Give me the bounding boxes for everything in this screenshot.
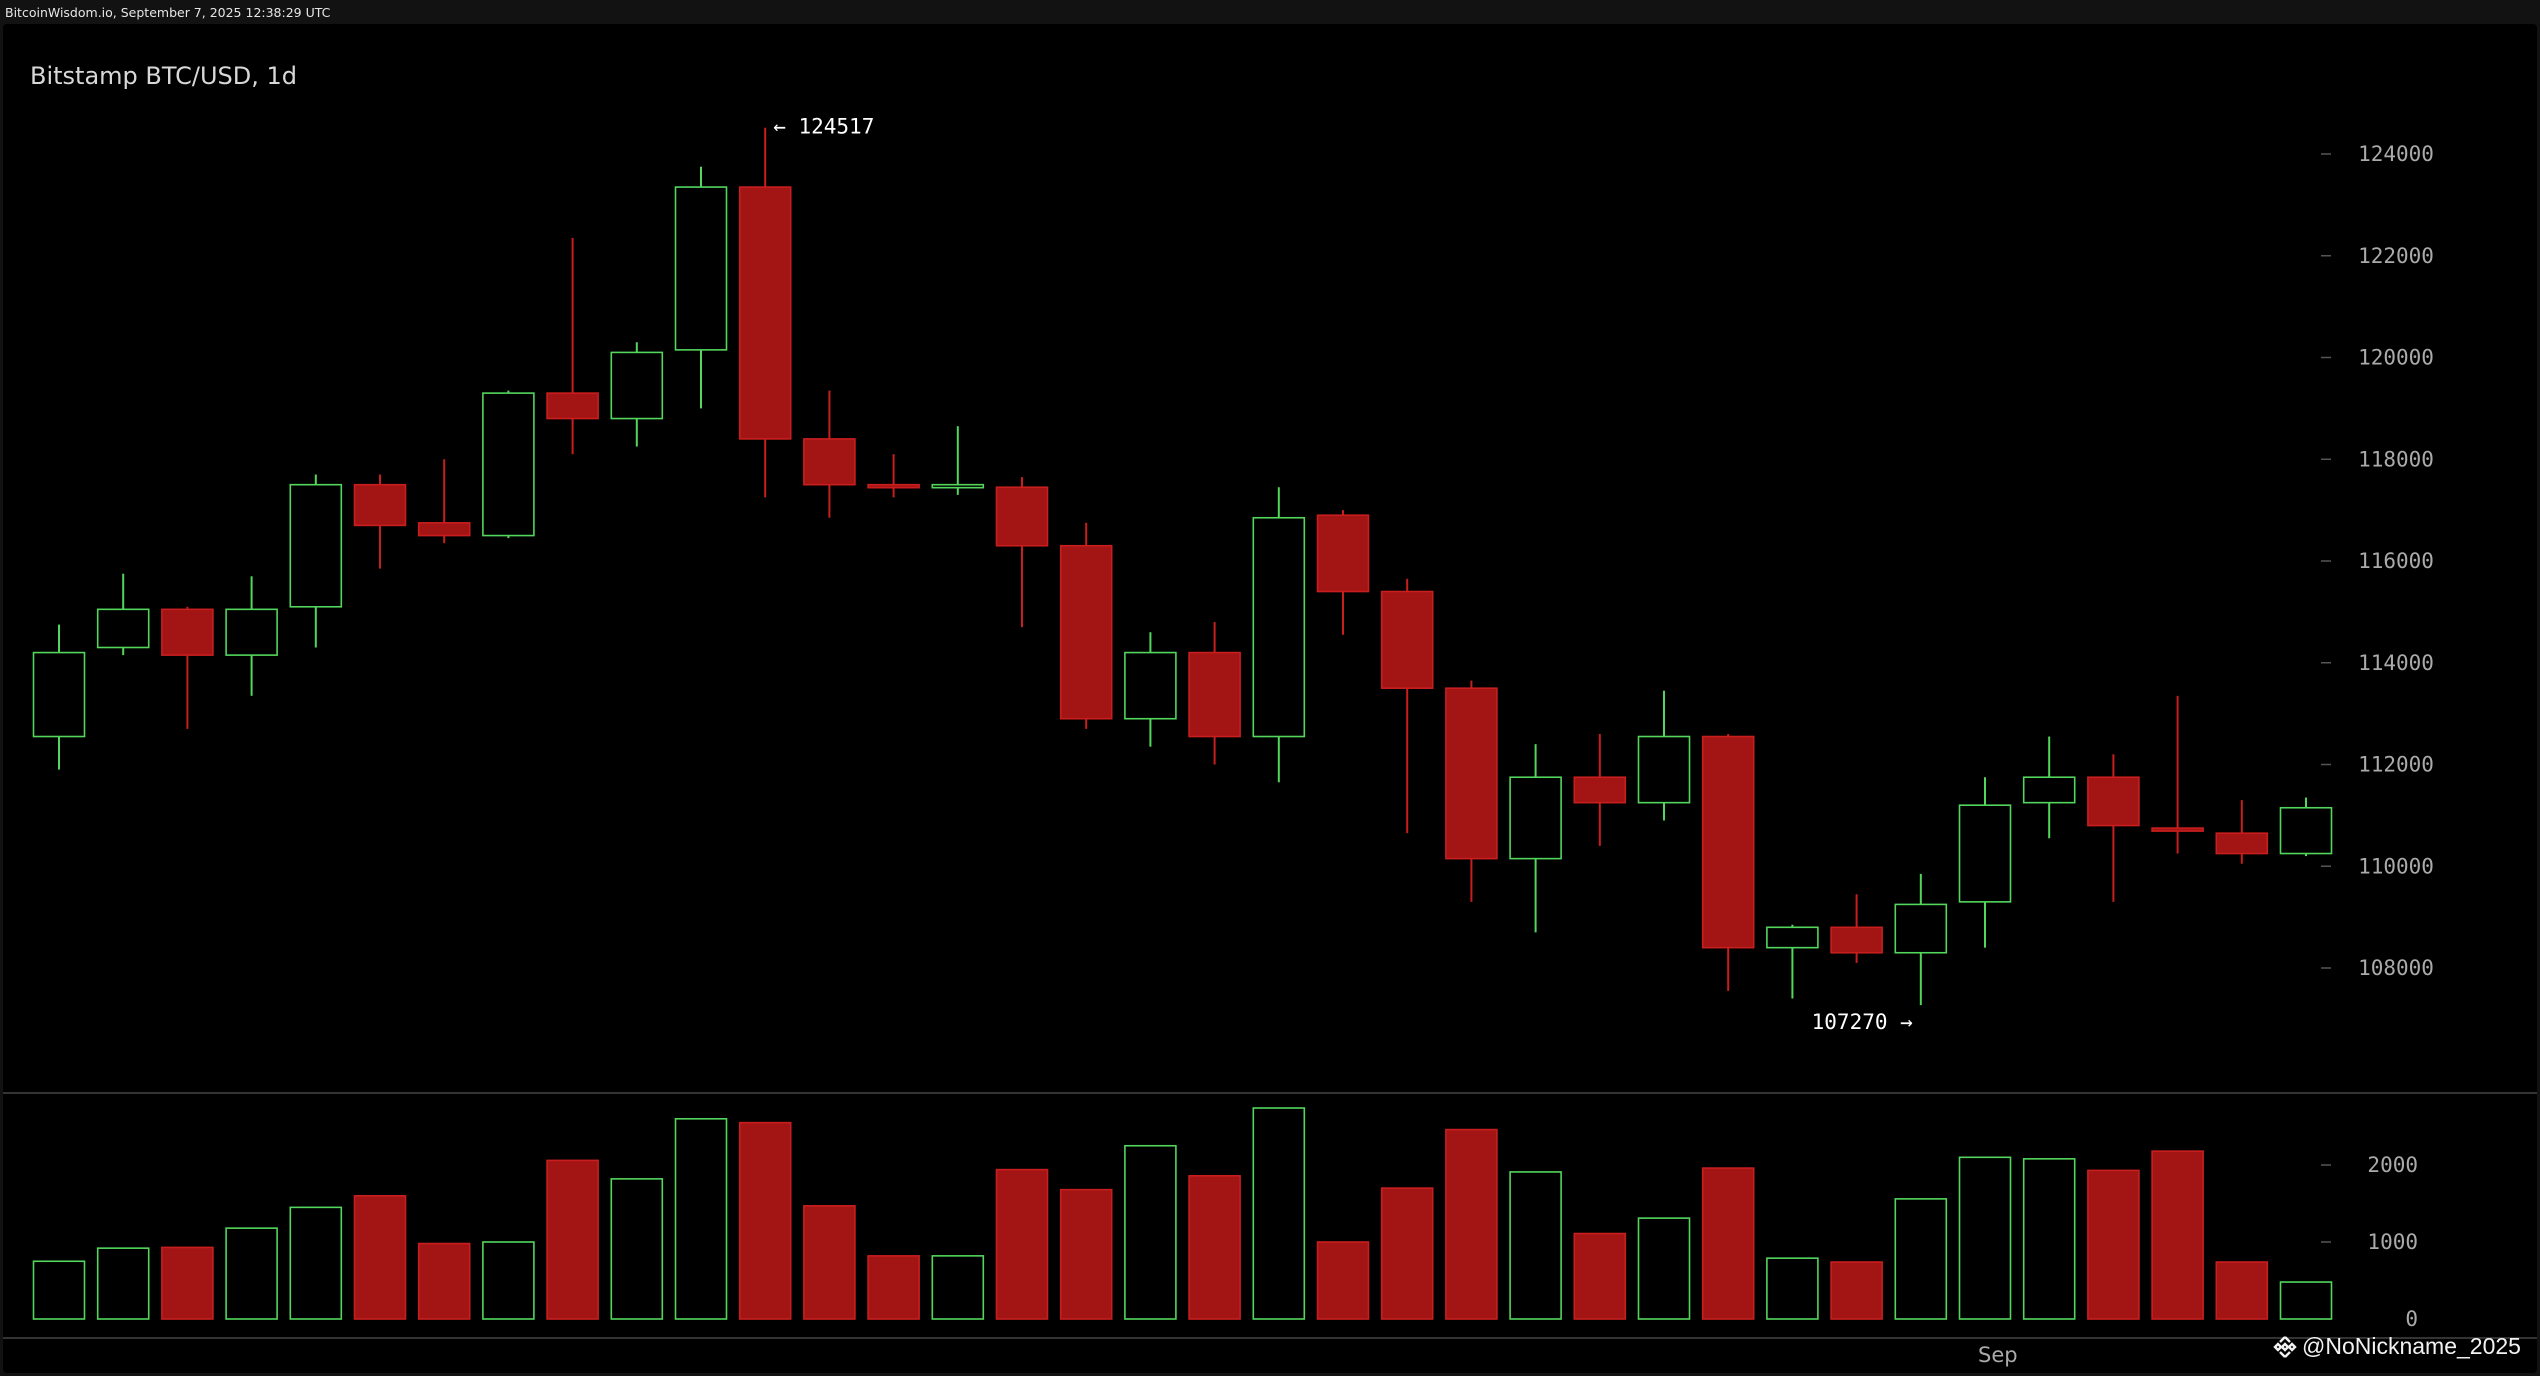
price-tick-label: 110000: [2358, 854, 2434, 878]
volume-bar-down: [1830, 1261, 1883, 1320]
volume-bar-down: [2215, 1261, 2269, 1320]
candle-down: [417, 522, 471, 537]
volume-tick-label: 1000: [2367, 1230, 2418, 1254]
volume-bar-up: [1124, 1144, 1177, 1320]
candle-down: [1445, 687, 1498, 860]
watermark: @NoNickname_2025: [2272, 1333, 2521, 1360]
candle-down: [867, 483, 920, 489]
candle-up: [1958, 804, 2012, 903]
candle-up: [610, 351, 664, 420]
volume-bar-down: [1701, 1167, 1755, 1320]
volume-bar-down: [1445, 1128, 1498, 1320]
volume-bar-up: [931, 1255, 985, 1320]
top-bar: BitcoinWisdom.io, September 7, 2025 12:3…: [0, 0, 2540, 24]
volume-bar-up: [482, 1241, 535, 1320]
volume-bar-down: [803, 1205, 856, 1320]
candle-down: [1059, 544, 1113, 720]
candle-up: [674, 186, 728, 351]
volume-bar-down: [1059, 1188, 1113, 1320]
candle-down: [161, 608, 214, 656]
candle-up: [1894, 903, 1948, 954]
volume-bar-up: [2022, 1158, 2076, 1320]
chart-panel[interactable]: 108000 110000 112000 114000 116000 118000 1200…: [3, 24, 2537, 1373]
volume-bar-down: [1316, 1241, 1370, 1320]
volume-bar-up: [1252, 1107, 1306, 1320]
chart-title: Bitstamp BTC/USD, 1d: [30, 62, 298, 90]
volume-bar-down: [867, 1255, 920, 1320]
volume-bar-down: [2151, 1150, 2204, 1320]
candle-up: [1124, 651, 1177, 720]
volume-bar-down: [1188, 1174, 1241, 1320]
volume-tick-label: 2000: [2367, 1153, 2418, 1177]
candle-down: [1573, 776, 1627, 804]
binance-logo-icon: [2273, 1335, 2297, 1358]
volume-bar-up: [2279, 1281, 2333, 1320]
volume-bar-up: [1509, 1171, 1562, 1320]
volume-bar-up: [96, 1247, 150, 1320]
volume-bar-down: [738, 1121, 792, 1320]
volume-bar-down: [546, 1159, 599, 1320]
site-timestamp: BitcoinWisdom.io, September 7, 2025 12:3…: [5, 5, 331, 20]
candle-up: [1637, 735, 1691, 804]
candle-down: [738, 186, 792, 440]
candle-down: [1830, 926, 1883, 954]
volume-bar-up: [674, 1118, 728, 1320]
price-tick-label: 112000: [2358, 753, 2434, 777]
price-tick-label: 120000: [2358, 346, 2434, 370]
candle-down: [1188, 651, 1241, 738]
volume-bar-up: [225, 1227, 278, 1320]
volume-bar-up: [1637, 1217, 1691, 1320]
candle-up: [1766, 926, 1819, 949]
volume-bar-up: [289, 1206, 343, 1320]
candle-down: [1701, 735, 1755, 949]
price-extreme-annotation: ← 124517: [773, 115, 874, 139]
candle-down: [1316, 514, 1370, 593]
candle-up: [2022, 776, 2076, 804]
candle-up: [289, 483, 343, 608]
volume-bar-up: [1958, 1156, 2012, 1320]
price-tick-label: 122000: [2358, 244, 2434, 268]
candlestick-chart[interactable]: 108000 110000 112000 114000 116000 118000 1200…: [3, 24, 2537, 1373]
price-extreme-annotation: 107270 →: [1812, 1010, 1913, 1034]
time-axis-label: Sep: [1978, 1343, 2018, 1367]
volume-bar-up: [610, 1178, 664, 1320]
candle-up: [32, 651, 86, 738]
volume-bar-down: [1380, 1187, 1434, 1320]
volume-bar-down: [2087, 1169, 2140, 1320]
price-tick-label: 114000: [2358, 651, 2434, 675]
candle-down: [1380, 590, 1434, 689]
price-tick-label: 118000: [2358, 447, 2434, 471]
volume-bar-up: [32, 1260, 86, 1320]
price-tick-label: 116000: [2358, 549, 2434, 573]
candle-up: [1252, 516, 1306, 738]
candle-up: [1509, 776, 1562, 860]
volume-bar-down: [161, 1246, 214, 1320]
candle-down: [2087, 776, 2140, 827]
volume-bar-down: [995, 1168, 1049, 1320]
candle-down: [546, 392, 599, 420]
price-tick-label: 108000: [2358, 956, 2434, 980]
candle-down: [803, 438, 856, 486]
volume-bar-down: [417, 1242, 471, 1320]
candle-up: [931, 483, 985, 489]
candle-down: [2215, 832, 2269, 855]
candle-up: [482, 392, 535, 537]
candle-down: [353, 483, 407, 527]
volume-bar-up: [1766, 1257, 1819, 1320]
volume-bar-down: [353, 1195, 407, 1320]
price-tick-label: 124000: [2358, 142, 2434, 166]
candle-up: [96, 608, 150, 649]
volume-bar-down: [1573, 1232, 1627, 1320]
volume-tick-label: 0: [2405, 1307, 2418, 1331]
candle-up: [2279, 806, 2333, 855]
candle-up: [225, 608, 278, 656]
volume-bar-up: [1894, 1198, 1948, 1320]
candle-down: [995, 486, 1049, 547]
watermark-handle: @NoNickname_2025: [2302, 1333, 2521, 1359]
candle-down: [2151, 827, 2204, 832]
